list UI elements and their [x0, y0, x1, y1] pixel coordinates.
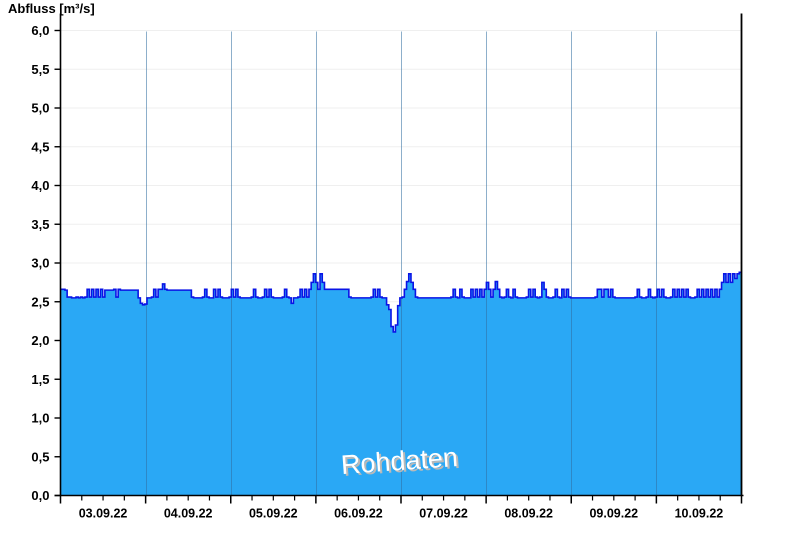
svg-text:3,5: 3,5: [31, 217, 49, 232]
svg-text:07.09.22: 07.09.22: [419, 507, 468, 521]
svg-text:2,0: 2,0: [31, 333, 49, 348]
svg-text:08.09.22: 08.09.22: [504, 507, 553, 521]
chart-axis-title: Abfluss [m³/s]: [8, 1, 95, 16]
svg-text:5,0: 5,0: [31, 101, 49, 116]
svg-text:4,5: 4,5: [31, 139, 49, 154]
svg-text:4,0: 4,0: [31, 178, 49, 193]
svg-text:2,5: 2,5: [31, 294, 49, 309]
axis-lines: [54, 13, 744, 497]
svg-text:0,0: 0,0: [31, 488, 49, 503]
y-axis-ticks: [54, 29, 61, 497]
svg-text:04.09.22: 04.09.22: [164, 507, 213, 521]
discharge-step-line: [60, 271, 742, 333]
svg-text:06.09.22: 06.09.22: [334, 507, 383, 521]
svg-text:3,0: 3,0: [31, 256, 49, 271]
svg-text:1,5: 1,5: [31, 372, 49, 387]
x-axis-ticks: [59, 495, 743, 504]
x-axis-tick-labels: 03.09.22 04.09.22 05.09.22 06.09.22 07.09.22…: [79, 507, 724, 521]
day-separator-lines: [146, 31, 657, 496]
y-axis-tick-labels: 0,0 0,5 1,0 1,5 2,0 2,5 3,0 3,5 4,0 4,5 5,0 5,5 6,0: [31, 23, 49, 503]
svg-text:1,0: 1,0: [31, 411, 49, 426]
svg-text:6,0: 6,0: [31, 23, 49, 38]
svg-text:0,5: 0,5: [31, 449, 49, 464]
svg-text:09.09.22: 09.09.22: [589, 507, 638, 521]
svg-text:10.09.22: 10.09.22: [675, 507, 724, 521]
svg-text:5,5: 5,5: [31, 62, 49, 77]
svg-text:03.09.22: 03.09.22: [79, 507, 128, 521]
svg-text:05.09.22: 05.09.22: [249, 507, 298, 521]
